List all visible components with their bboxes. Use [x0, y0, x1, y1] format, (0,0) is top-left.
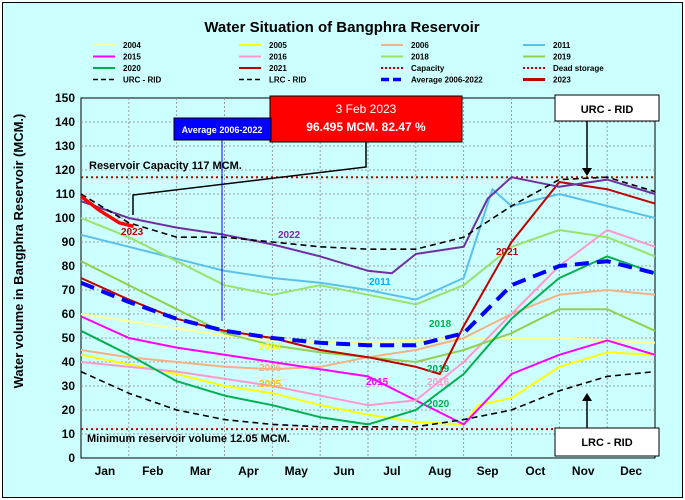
- inline-year-label: 2020: [427, 399, 450, 410]
- inline-year-label: 2011: [369, 277, 391, 288]
- y-tick-label: 70: [62, 283, 76, 297]
- chart-title: Water Situation of Bangphra Reservoir: [204, 19, 479, 36]
- series-lines: [79, 176, 656, 428]
- legend-label: 2019: [553, 53, 571, 62]
- series-line-2015: [80, 315, 656, 426]
- x-tick-label: Oct: [525, 464, 545, 478]
- callout-box: [269, 95, 463, 143]
- inline-year-label: 2016: [427, 377, 450, 388]
- inline-year-label: 2019: [427, 364, 450, 375]
- legend-label: 2020: [123, 64, 141, 73]
- x-tick-label: Apr: [238, 464, 259, 478]
- x-tick-label: Feb: [142, 464, 163, 478]
- callout-leader: [132, 142, 367, 215]
- legend-label: 2006: [411, 41, 429, 50]
- inline-year-label: 2021: [496, 247, 519, 258]
- capacity-text: Reservoir Capacity 117 MCM.: [89, 160, 242, 172]
- lrc-box: [554, 427, 660, 457]
- y-tick-label: 0: [68, 451, 75, 465]
- y-tick-label: 10: [62, 427, 76, 441]
- y-tick-label: 140: [55, 115, 75, 129]
- legend-label: 2016: [269, 53, 287, 62]
- series-line-2005: [80, 351, 656, 426]
- legend-label: 2015: [123, 53, 141, 62]
- x-tick-label: Aug: [428, 464, 451, 478]
- y-tick-label: 60: [62, 307, 76, 321]
- annotations: 2023 2022 2011 2018 2021 2004 2006 2005 2015 2016…: [87, 94, 660, 457]
- y-tick-label: 110: [56, 187, 76, 201]
- y-tick-label: 40: [62, 355, 76, 369]
- series-line-average-2006-2022: [80, 259, 656, 348]
- inline-year-label: 2018: [429, 319, 452, 330]
- inline-year-label: 2023: [121, 227, 144, 238]
- dead-storage-text: Minimum reservoir volume 12.05 MCM.: [87, 433, 290, 445]
- urc-arrow-head: [582, 168, 592, 176]
- inline-year-label: 2004: [259, 342, 282, 353]
- callout-date: 3 Feb 2023: [336, 102, 397, 116]
- legend-label: URC - RID: [123, 76, 161, 85]
- legend-label: Capacity: [411, 64, 445, 73]
- legend-label: Dead storage: [553, 64, 604, 73]
- x-tick-label: Jul: [383, 464, 400, 478]
- legend-label: Average 2006-2022: [411, 76, 483, 85]
- average-box-label: Average 2006-2022: [182, 125, 263, 135]
- y-axis-label: Water volume in Bangphra Reservoir (MCM.…: [11, 114, 26, 389]
- series-line-2018: [80, 217, 656, 306]
- x-tick-label: Jan: [95, 464, 116, 478]
- legend-label: 2018: [411, 53, 429, 62]
- x-tick-label: Nov: [572, 464, 595, 478]
- lrc-arrow-head: [582, 393, 592, 401]
- legend-label: 2023: [553, 76, 571, 85]
- legend-label: 2005: [269, 41, 287, 50]
- series-line-2022: [80, 176, 656, 275]
- chart-svg: Water Situation of Bangphra Reservoir 20…: [11, 19, 660, 478]
- reference-lines: [81, 176, 655, 431]
- legend-label: 2004: [123, 41, 141, 50]
- inline-year-label: 2006: [259, 363, 282, 374]
- urc-box-label: URC - RID: [581, 104, 634, 116]
- lrc-box-label: LRC - RID: [581, 437, 632, 449]
- series-line-2011: [80, 188, 656, 301]
- x-tick-label: May: [285, 464, 309, 478]
- x-tick-label: Jun: [333, 464, 354, 478]
- series-line-2004: [80, 313, 656, 344]
- x-tick-label: Dec: [620, 464, 642, 478]
- legend-label: 2011: [553, 41, 571, 50]
- legend-label: 2021: [269, 64, 287, 73]
- y-tick-label: 130: [55, 139, 75, 153]
- inline-year-label: 2022: [278, 230, 301, 241]
- urc-box: [554, 94, 660, 122]
- y-tick-label: 20: [62, 403, 76, 417]
- x-tick-label: Sep: [477, 464, 499, 478]
- series-line-2020: [80, 255, 656, 426]
- y-tick-label: 30: [62, 379, 76, 393]
- y-tick-label: 50: [62, 331, 76, 345]
- x-tick-label: Mar: [190, 464, 212, 478]
- y-tick-label: 150: [55, 91, 75, 105]
- inline-year-label: 2015: [366, 377, 389, 388]
- y-tick-label: 100: [55, 211, 75, 225]
- callout-value: 96.495 MCM. 82.47 %: [306, 120, 426, 134]
- series-line-lrc-rid: [80, 370, 656, 428]
- legend-label: LRC - RID: [269, 76, 307, 85]
- y-tick-label: 80: [62, 259, 76, 273]
- axes: 0 10 20 30 40 50 60 70 80 90 100 110 120 130 140 150 Jan…: [55, 91, 642, 478]
- inline-year-label: 2005: [259, 379, 282, 390]
- y-tick-label: 90: [62, 235, 76, 249]
- series-line-2023: [79, 195, 135, 229]
- y-tick-label: 120: [55, 163, 75, 177]
- series-line-urc-rid: [80, 176, 656, 250]
